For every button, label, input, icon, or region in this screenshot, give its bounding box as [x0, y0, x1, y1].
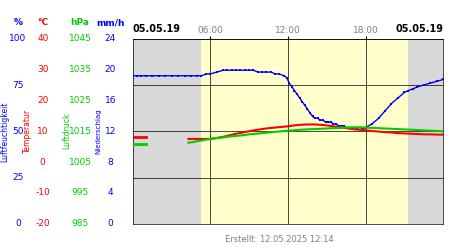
Text: Niederschlag: Niederschlag [95, 108, 101, 154]
Text: 16: 16 [104, 96, 116, 105]
Text: 995: 995 [72, 188, 89, 198]
Text: Erstellt: 12.05.2025 12:14: Erstellt: 12.05.2025 12:14 [225, 236, 333, 244]
Bar [201, 39, 408, 224]
Bar [408, 39, 443, 224]
Text: 100: 100 [9, 34, 27, 43]
Text: 12: 12 [104, 127, 116, 136]
Text: °C: °C [37, 18, 48, 27]
Text: Luftdruck: Luftdruck [62, 113, 71, 150]
Text: 8: 8 [108, 158, 113, 166]
Text: 0: 0 [108, 219, 113, 228]
Text: 1015: 1015 [68, 127, 92, 136]
Text: 75: 75 [12, 80, 24, 90]
Text: 1025: 1025 [69, 96, 91, 105]
Text: 985: 985 [72, 219, 89, 228]
Text: 30: 30 [37, 65, 49, 74]
Text: 20: 20 [104, 65, 116, 74]
Text: 1035: 1035 [68, 65, 92, 74]
Text: 0: 0 [40, 158, 45, 166]
Text: hPa: hPa [71, 18, 90, 27]
Text: 50: 50 [12, 127, 24, 136]
Text: Temperatur: Temperatur [23, 109, 32, 153]
Text: %: % [14, 18, 22, 27]
Text: Luftfeuchtigkeit: Luftfeuchtigkeit [0, 101, 9, 162]
Text: 24: 24 [104, 34, 116, 43]
Text: 10: 10 [37, 127, 49, 136]
Text: 05.05.19: 05.05.19 [133, 24, 181, 34]
Text: 1005: 1005 [68, 158, 92, 166]
Text: 25: 25 [12, 173, 24, 182]
Text: 1045: 1045 [69, 34, 91, 43]
Text: 05.05.19: 05.05.19 [395, 24, 443, 34]
Text: -20: -20 [36, 219, 50, 228]
Text: -10: -10 [36, 188, 50, 198]
Text: 0: 0 [15, 219, 21, 228]
Text: 40: 40 [37, 34, 49, 43]
Bar [133, 39, 201, 224]
Text: 20: 20 [37, 96, 49, 105]
Text: mm/h: mm/h [96, 18, 125, 27]
Text: 4: 4 [108, 188, 113, 198]
